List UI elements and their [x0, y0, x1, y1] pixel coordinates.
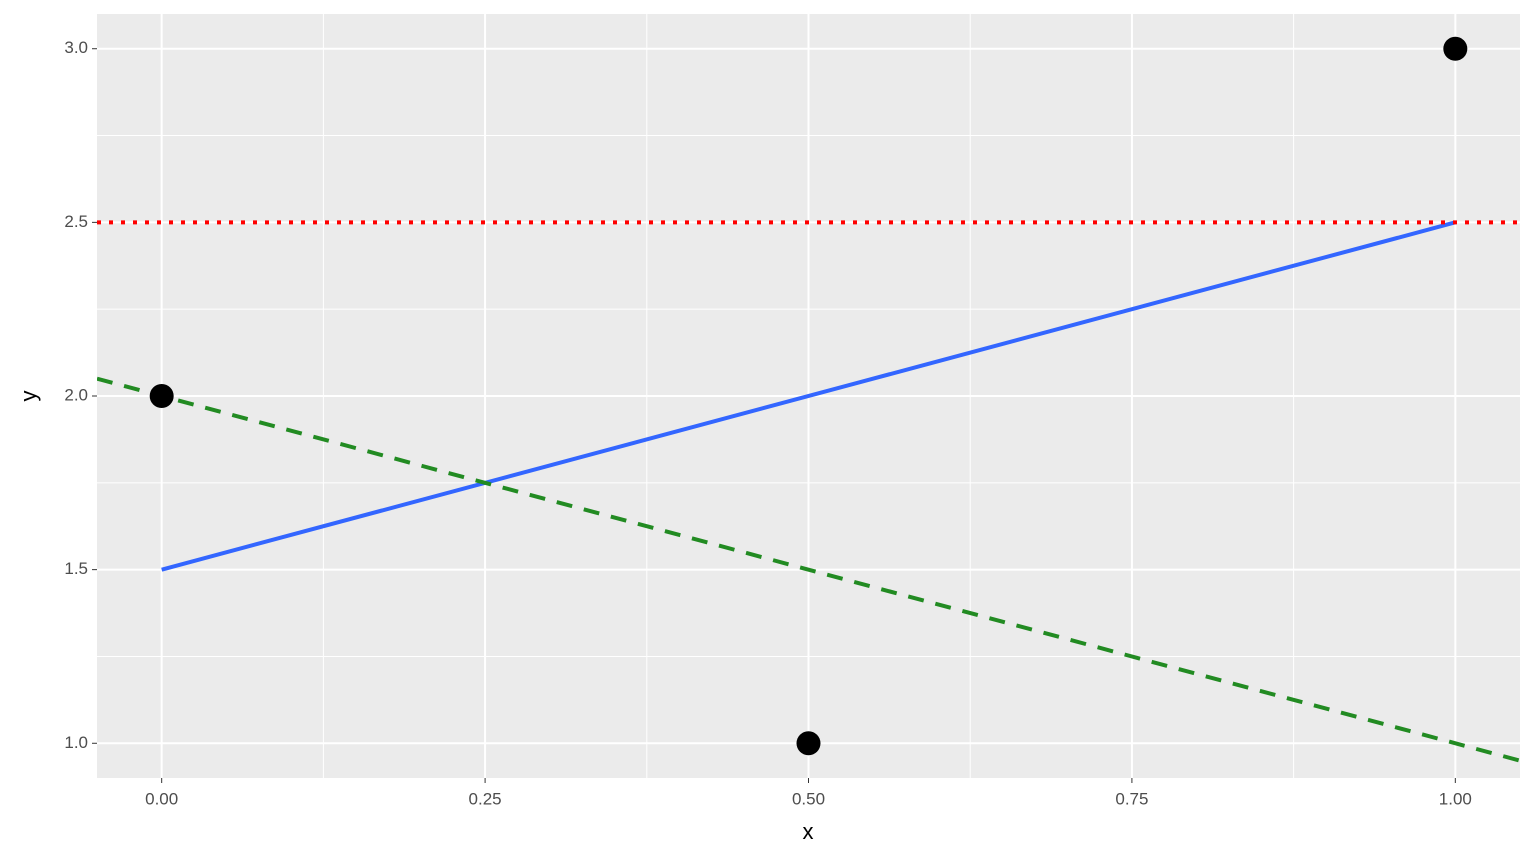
x-tick-label: 0.75 [1115, 789, 1148, 808]
y-tick-label: 3.0 [64, 38, 88, 57]
plot-area [97, 36, 1520, 763]
point [796, 731, 821, 756]
x-tick-label: 1.00 [1439, 789, 1472, 808]
x-tick-label: 0.25 [469, 789, 502, 808]
x-tick-label: 0.00 [145, 789, 178, 808]
y-tick-label: 1.5 [64, 559, 88, 578]
x-tick-label: 0.50 [792, 789, 825, 808]
reference-line [97, 376, 1520, 763]
line [161, 220, 1456, 572]
y-tick-label: 2.5 [64, 212, 88, 231]
point [149, 384, 174, 408]
y-tick-label: 2.0 [64, 385, 88, 404]
y-tick-label: 1.0 [64, 733, 88, 752]
x-axis-title: x [803, 819, 814, 844]
y-axis-title: y [16, 391, 41, 402]
point [1443, 36, 1468, 61]
axes: 0.00 0.25 0.50 0.75 1.00 1.0 1.5 2.0 2.5 3.0 [64, 38, 1472, 808]
